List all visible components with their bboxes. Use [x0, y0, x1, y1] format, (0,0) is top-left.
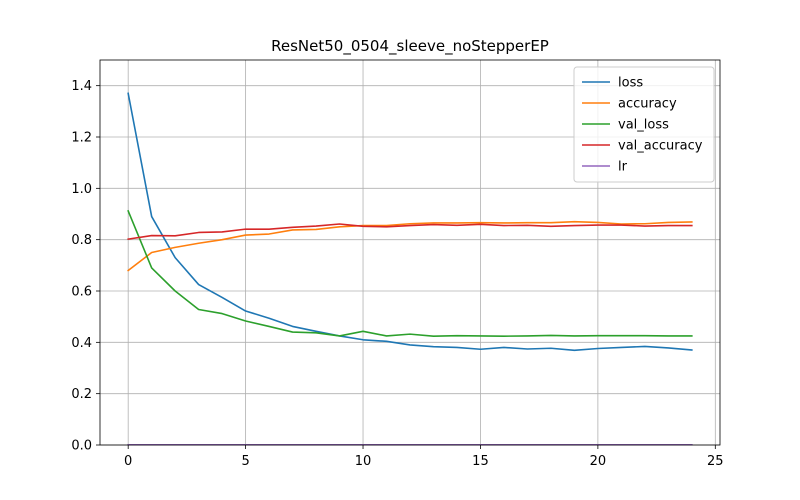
- legend-label-loss: loss: [618, 76, 643, 91]
- y-tick-label: 0.8: [71, 233, 92, 248]
- x-tick-label: 5: [241, 454, 249, 469]
- x-tick-label: 25: [707, 454, 724, 469]
- series-line-val-accuracy: [127, 223, 693, 241]
- y-tick-label: 1.4: [71, 79, 92, 94]
- legend-label-lr: lr: [618, 160, 628, 175]
- series-line-val-loss: [127, 209, 693, 337]
- legend-label-val-accuracy: val_accuracy: [618, 139, 703, 154]
- axes-frame: [99, 59, 721, 446]
- y-tick-label: 0.4: [71, 336, 92, 351]
- legend-label-val-loss: val_loss: [618, 118, 669, 133]
- x-tick-label: 15: [472, 454, 489, 469]
- series-line-loss: [127, 92, 693, 352]
- legend-box: [573, 66, 715, 183]
- y-axis: 0.0 0.2 0.4 0.6 0.8 1.0 1.2 1.4: [71, 79, 100, 454]
- grid-lines: [100, 60, 720, 446]
- x-tick-label: 10: [355, 454, 372, 469]
- y-tick-label: 0.0: [71, 439, 92, 454]
- y-tick-label: 1.0: [71, 182, 92, 197]
- y-tick-label: 0.6: [71, 285, 92, 300]
- chart-title: ResNet50_0504_sleeve_noStepperEP: [271, 37, 549, 56]
- y-tick-label: 1.2: [71, 131, 92, 146]
- x-axis: 0 5 10 15 20 25: [124, 445, 724, 469]
- y-tick-label: 0.2: [71, 387, 92, 402]
- x-tick-label: 20: [590, 454, 607, 469]
- x-tick-label: 0: [124, 454, 132, 469]
- legend-label-accuracy: accuracy: [618, 97, 677, 112]
- series-line-accuracy: [127, 220, 693, 272]
